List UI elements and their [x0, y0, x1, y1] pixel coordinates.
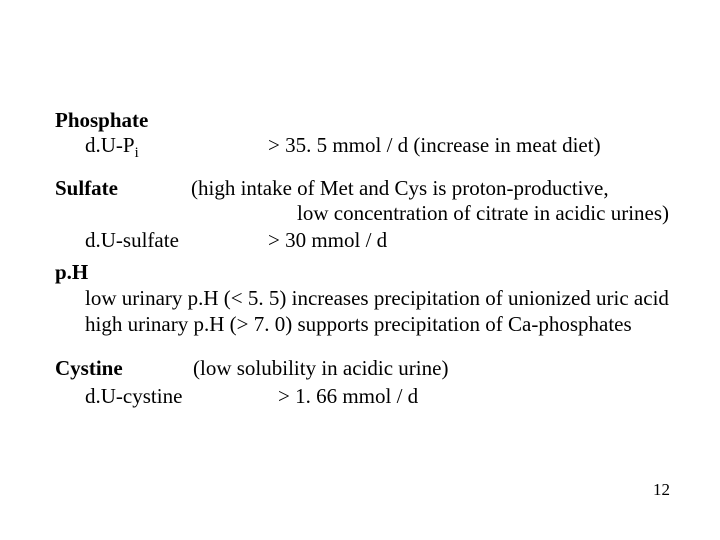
phosphate-sub-label: d.U-Pi	[85, 133, 139, 162]
cystine-desc: (low solubility in acidic urine)	[193, 356, 448, 381]
sulfate-desc-line2: low concentration of citrate in acidic u…	[297, 201, 669, 226]
cystine-sub-label: d.U-cystine	[85, 384, 182, 409]
phosphate-heading: Phosphate	[55, 108, 148, 133]
sulfate-value: > 30 mmol / d	[268, 228, 387, 253]
slide-page: { "phosphate": { "heading": "Phosphate",…	[0, 0, 720, 540]
phosphate-value: > 35. 5 mmol / d (increase in meat diet)	[268, 133, 601, 158]
sulfate-sub-label: d.U-sulfate	[85, 228, 179, 253]
ph-heading: p.H	[55, 260, 88, 285]
cystine-heading: Cystine	[55, 356, 123, 381]
ph-line1: low urinary p.H (< 5. 5) increases preci…	[85, 286, 669, 311]
phosphate-sub-label-pre: d.U-P	[85, 133, 135, 157]
ph-line2: high urinary p.H (> 7. 0) supports preci…	[85, 312, 632, 337]
page-number: 12	[653, 480, 670, 500]
sulfate-desc-line1: (high intake of Met and Cys is proton-pr…	[191, 176, 609, 201]
cystine-value: > 1. 66 mmol / d	[278, 384, 418, 409]
sulfate-heading: Sulfate	[55, 176, 118, 201]
phosphate-sub-label-sub: i	[135, 145, 139, 161]
